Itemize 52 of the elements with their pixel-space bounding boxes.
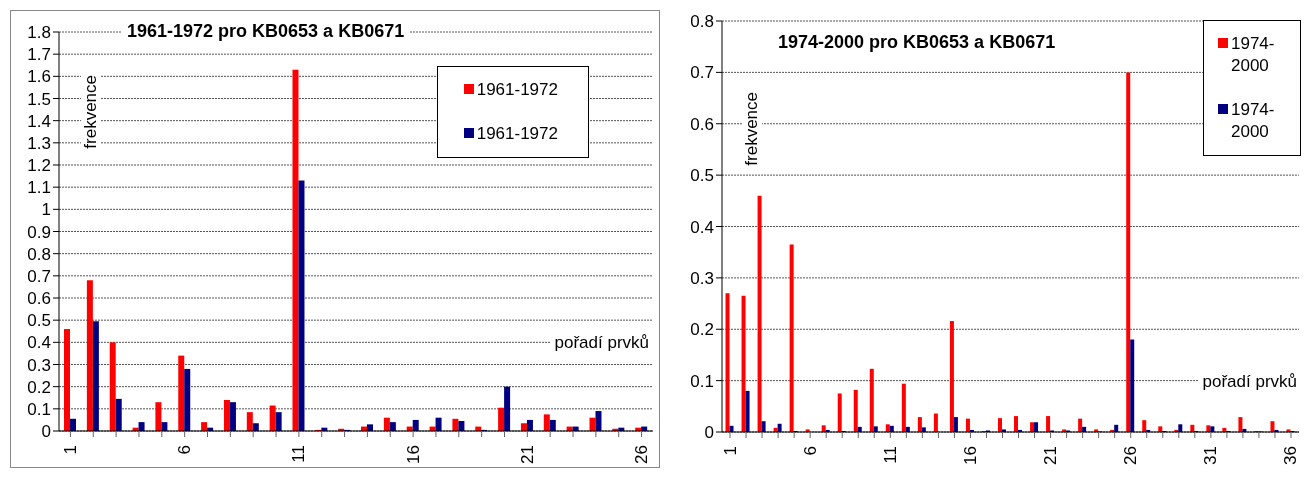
x-tick-label: 21 <box>517 445 537 464</box>
x-tick-label: 6 <box>175 445 195 455</box>
x-tick-label: 36 <box>1281 446 1301 465</box>
y-tick-label: 0.2 <box>690 320 714 340</box>
y-tick-label: 0.6 <box>690 114 714 134</box>
chart-title: 1961-1972 pro KB0653 a KB0671 <box>121 19 411 44</box>
y-tick-label: 0.5 <box>27 311 51 331</box>
y-tick-label: 0.1 <box>690 371 714 391</box>
y-tick-label: 0.7 <box>690 63 714 83</box>
legend-label: 1961-1972 <box>476 79 558 101</box>
y-tick-label: 0.8 <box>690 12 714 32</box>
y-tick-label: 1.3 <box>27 133 51 153</box>
legend-label: 1974-2000 <box>1231 99 1276 143</box>
x-tick-label: 26 <box>632 445 652 464</box>
y-tick-label: 1.4 <box>27 111 51 131</box>
y-tick-label: 1.7 <box>27 45 51 65</box>
y-tick-label: 0.8 <box>27 244 51 264</box>
y-tick-label: 1 <box>41 200 51 220</box>
y-tick-label: 1.5 <box>27 89 51 109</box>
y-tick-label: 0.6 <box>27 289 51 309</box>
y-tick-label: 0.9 <box>27 222 51 242</box>
y-tick-label: 0.4 <box>690 217 714 237</box>
x-tick-label: 16 <box>403 445 423 464</box>
y-axis-title: frekvence <box>742 88 762 170</box>
y-tick-label: 1.6 <box>27 67 51 87</box>
legend-label: 1961-1972 <box>476 123 558 145</box>
y-tick-label: 1.8 <box>27 23 51 43</box>
y-tick-label: 0.7 <box>27 266 51 286</box>
x-tick-label: 31 <box>1201 446 1221 465</box>
y-tick-label: 1.2 <box>27 156 51 176</box>
y-tick-label: 0.3 <box>690 268 714 288</box>
x-tick-label: 21 <box>1041 446 1061 465</box>
text: 1974-2000 pro KB0653 a KB0671 <box>772 30 1062 55</box>
y-tick-label: 0.4 <box>27 333 51 353</box>
y-tick-label: 0 <box>41 422 51 442</box>
x-tick-label: 11 <box>289 445 309 463</box>
x-tick-label: 1 <box>60 445 80 455</box>
x-tick-label: 16 <box>960 446 980 465</box>
x-tick-label: 11 <box>880 446 900 464</box>
y-tick-label: 0.3 <box>27 355 51 375</box>
y-tick-label: 1.1 <box>27 178 51 198</box>
y-tick-label: 0.2 <box>27 377 51 397</box>
y-tick-label: 0.5 <box>690 166 714 186</box>
x-tick-label: 26 <box>1121 446 1141 465</box>
y-axis-title: frekvence <box>81 71 101 153</box>
y-tick-label: 0.1 <box>27 399 51 419</box>
x-axis-title: pořadí prvků <box>1198 370 1301 394</box>
y-tick-label: 0 <box>704 423 714 443</box>
x-tick-label: 6 <box>800 446 820 456</box>
x-tick-label: 1 <box>720 446 740 456</box>
legend-label: 1974-2000 <box>1231 33 1276 77</box>
x-axis-title: pořadí prvků <box>550 331 653 355</box>
